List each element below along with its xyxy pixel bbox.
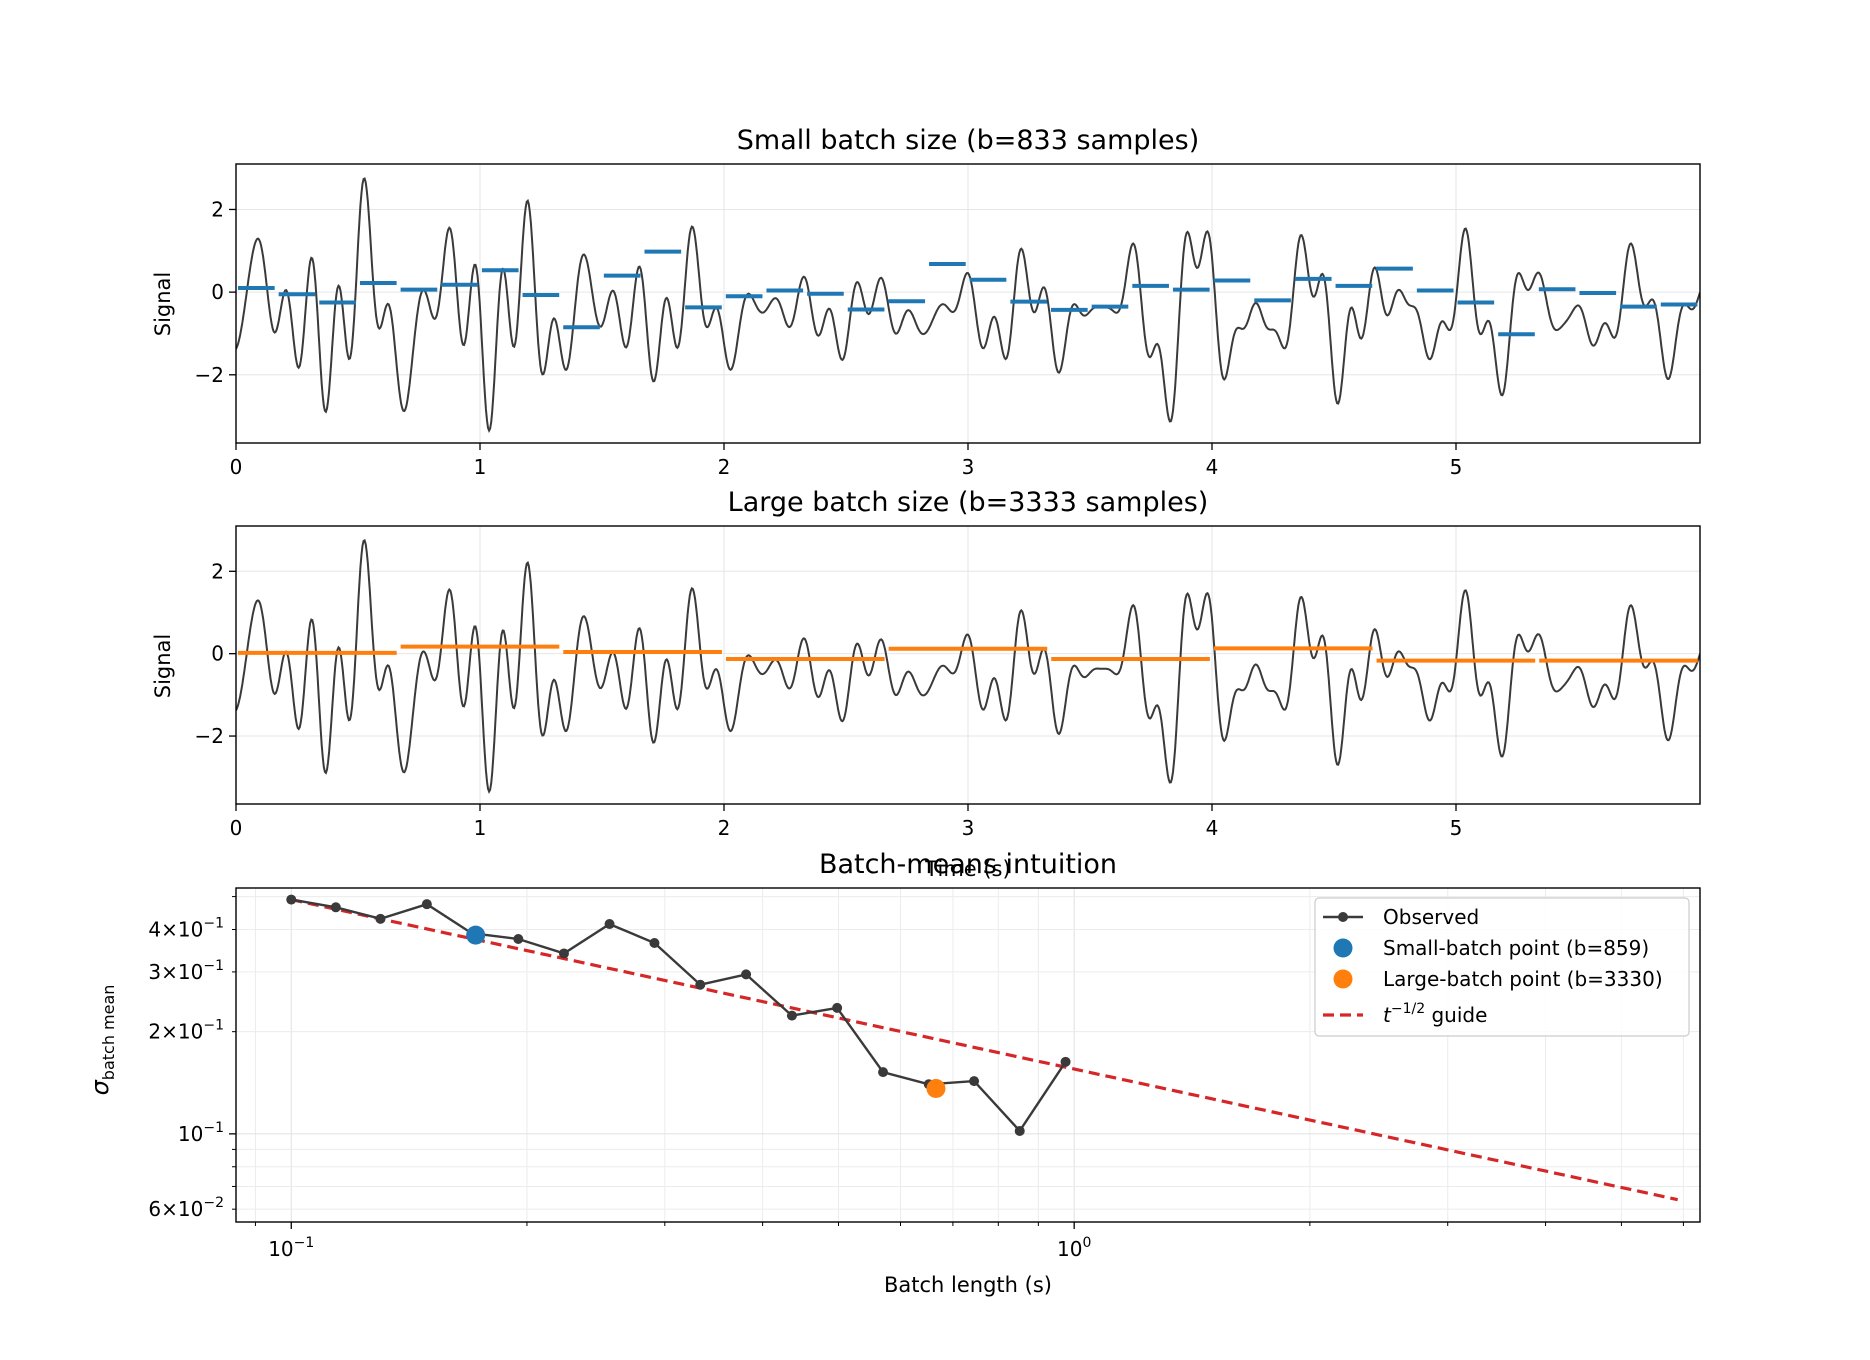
small-batch-point	[466, 925, 486, 945]
y-tick-label: 0	[211, 280, 224, 304]
small-batch-y-ticks: −2 0 2	[195, 197, 224, 386]
small-batch-axes-frame	[235, 163, 1701, 444]
x-tick-label: 0	[230, 455, 243, 479]
x-tick-label: 3	[962, 455, 975, 479]
t-half-guide-line	[290, 898, 1679, 1202]
x-tick-label: 1	[474, 455, 487, 479]
large-batch-title: Large batch size (b=3333 samples)	[728, 487, 1209, 518]
x-tick-label: 5	[1450, 816, 1463, 840]
small-batch-plot	[236, 177, 1700, 433]
observed-point	[741, 969, 752, 980]
legend-box	[1314, 897, 1690, 1037]
large-batch-x-label: Time (s)	[924, 857, 1010, 881]
large-batch-x-ticks: 0 1 2 3 4 5	[230, 816, 1463, 840]
large-batch-grid	[229, 526, 1700, 811]
x-tick-label: 2	[718, 816, 731, 840]
batch-means-plot	[286, 894, 1679, 1202]
x-tick-label: 3	[962, 816, 975, 840]
legend-observed-label: Observed	[1383, 905, 1479, 929]
legend-small-marker	[1333, 938, 1353, 958]
x-tick-label: 4	[1206, 816, 1219, 840]
large-batch-plot	[236, 538, 1700, 794]
batch-means-axes-frame	[235, 887, 1701, 1223]
small-batch-y-label: Signal	[151, 272, 175, 337]
batch-means-x-label: Batch length (s)	[884, 1273, 1052, 1297]
x-tick-label: 0	[230, 816, 243, 840]
batch-means-title: Batch-means intuition	[819, 849, 1117, 880]
small-batch-means	[238, 249, 1698, 337]
observed-point	[375, 913, 386, 924]
y-tick-label: −2	[195, 363, 224, 387]
y-tick-label: −2	[195, 724, 224, 748]
y-tick-label: 2	[211, 559, 224, 583]
legend: Observed Small-batch point (b=859) Large…	[1314, 897, 1690, 1037]
observed-line	[291, 898, 1067, 1133]
y-tick-label: 3×10−1	[148, 958, 224, 984]
x-tick-label: 2	[718, 455, 731, 479]
legend-large-label: Large-batch point (b=3330)	[1383, 967, 1663, 991]
observed-point	[649, 937, 660, 948]
large-batch-panel: Large batch size (b=3333 samples) 0 1 2 …	[151, 487, 1701, 840]
observed-point	[969, 1076, 980, 1087]
observed-point	[330, 902, 341, 913]
small-batch-title: Small batch size (b=833 samples)	[737, 125, 1200, 156]
large-batch-axes-frame	[235, 525, 1701, 805]
x-tick-label: 100	[1057, 1235, 1091, 1261]
y-tick-label: 6×10−2	[148, 1195, 224, 1221]
large-batch-point	[926, 1079, 946, 1099]
observed-point	[604, 919, 615, 930]
observed-point	[421, 899, 432, 910]
y-tick-label: 0	[211, 642, 224, 666]
x-tick-label: 1	[474, 816, 487, 840]
x-tick-label: 10−1	[268, 1235, 314, 1261]
small-batch-grid	[229, 164, 1700, 450]
observed-point	[1014, 1125, 1025, 1136]
batch-means-panel: Batch-means intuition 10−1 100 10−1 4×10…	[86, 849, 1701, 1297]
x-tick-label: 5	[1450, 455, 1463, 479]
y-tick-label: 4×10−1	[148, 915, 224, 941]
observed-point	[832, 1002, 843, 1013]
observed-point	[878, 1067, 889, 1078]
observed-point	[1060, 1056, 1071, 1067]
observed-point	[286, 894, 297, 905]
legend-large-marker	[1333, 969, 1353, 989]
observed-point	[558, 948, 569, 959]
legend-small-label: Small-batch point (b=859)	[1383, 936, 1649, 960]
y-tick-label: 2×10−1	[148, 1018, 224, 1044]
small-batch-panel: Small batch size (b=833 samples) 0 1 2 3…	[151, 125, 1701, 479]
observed-point	[786, 1010, 797, 1021]
observed-points	[286, 894, 1071, 1136]
batch-means-y-label: σbatch mean	[86, 985, 118, 1096]
legend-observed-marker	[1338, 912, 1348, 922]
small-batch-signal-line	[236, 177, 1700, 433]
large-batch-y-label: Signal	[151, 634, 175, 699]
y-tick-label: 2	[211, 197, 224, 221]
x-tick-label: 4	[1206, 455, 1219, 479]
large-batch-y-ticks: −2 0 2	[195, 559, 224, 748]
large-batch-means	[238, 644, 1698, 663]
legend-guide-label: t−1/2 guide	[1383, 1001, 1487, 1027]
small-batch-x-ticks: 0 1 2 3 4 5	[230, 455, 1463, 479]
observed-point	[513, 934, 524, 945]
observed-point	[695, 979, 706, 990]
y-tick-label: 10−1	[178, 1120, 224, 1146]
